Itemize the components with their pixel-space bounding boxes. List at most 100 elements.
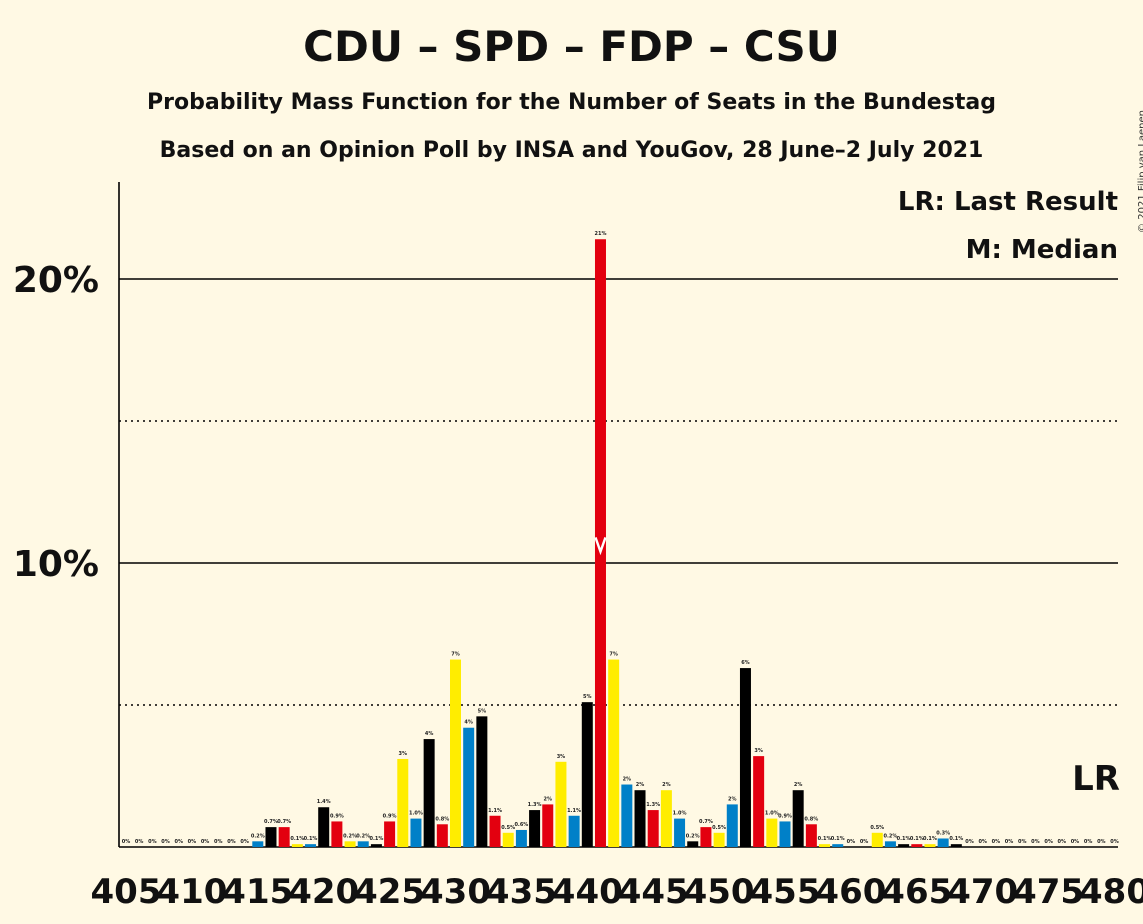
bar-value-label: 1.3% — [646, 802, 660, 808]
bar-value-label: 0% — [847, 839, 856, 845]
bar-value-label: 0.9% — [383, 813, 397, 819]
bar-seat-457 — [805, 824, 817, 847]
x-tick-label: 460 — [815, 872, 886, 912]
bar-seat-448 — [687, 841, 699, 847]
bar-value-label: 3% — [754, 748, 763, 754]
bar-seat-463 — [884, 841, 896, 847]
x-tick-label: 425 — [354, 872, 425, 912]
bar-value-label: 1.0% — [765, 811, 779, 817]
bar-seat-425 — [384, 821, 396, 847]
bar-seat-429 — [436, 824, 448, 847]
bar-value-label: 0.6% — [514, 822, 528, 828]
bar-value-label: 0% — [992, 839, 1001, 845]
bar-value-label: 0.3% — [936, 830, 950, 836]
bar-value-label: 21% — [594, 231, 606, 237]
chart-subtitle: Probability Mass Function for the Number… — [147, 90, 996, 115]
bar-value-label: 0.1% — [897, 836, 911, 842]
bar-seat-426 — [397, 758, 409, 847]
bar-value-label: 0% — [1005, 839, 1014, 845]
bar-seat-445 — [647, 810, 659, 847]
bar-value-label: 0.7% — [277, 819, 291, 825]
bar-seat-419 — [305, 844, 317, 847]
median-marker — [594, 537, 607, 556]
bar-value-label: 0% — [214, 839, 223, 845]
bar-seat-431 — [463, 727, 475, 847]
bar-value-label: 3% — [557, 754, 566, 760]
bar-value-label: 0% — [1097, 839, 1106, 845]
legend-last-result: LR: Last Result — [898, 187, 1118, 217]
chart-title: CDU – SPD – FDP – CSU — [303, 22, 840, 71]
bar-value-label: 0% — [978, 839, 987, 845]
x-tick-label: 445 — [618, 872, 689, 912]
legend-median: M: Median — [966, 235, 1118, 265]
bar-value-label: 0.1% — [369, 836, 383, 842]
x-tick-label: 480 — [1079, 872, 1143, 912]
bar-seat-467 — [937, 838, 949, 847]
bar-seat-458 — [819, 844, 831, 847]
bar-value-label: 3% — [399, 751, 408, 757]
bar-value-label: 0.1% — [831, 836, 845, 842]
bar-seat-442 — [608, 659, 620, 847]
bar-seat-427 — [410, 818, 422, 847]
bar-seat-438 — [555, 761, 567, 847]
bar-seat-435 — [515, 829, 527, 847]
bar-seat-417 — [278, 827, 290, 847]
bar-seat-453 — [753, 756, 765, 847]
x-tick-label: 450 — [684, 872, 755, 912]
y-tick-label: 10% — [13, 544, 99, 585]
bar-value-label: 0% — [1071, 839, 1080, 845]
bar-seat-434 — [502, 832, 514, 847]
bar-seat-421 — [331, 821, 343, 847]
bar-value-label: 0% — [1018, 839, 1027, 845]
bar-value-label: 0% — [148, 839, 157, 845]
bar-seat-451 — [726, 804, 738, 847]
bar-value-label: 0.1% — [818, 836, 832, 842]
bar-seat-441 — [594, 239, 606, 848]
x-tick-label: 405 — [91, 872, 162, 912]
bar-value-label: 0% — [161, 839, 170, 845]
bar-seat-455 — [779, 821, 791, 847]
last-result-marker: LR — [1072, 759, 1120, 799]
bar-seat-432 — [476, 716, 488, 847]
bar-value-label: 0% — [188, 839, 197, 845]
bar-value-label: 4% — [425, 731, 434, 737]
bar-value-label: 0.8% — [804, 816, 818, 822]
bar-value-label: 2% — [728, 796, 737, 802]
bar-value-label: 1.1% — [567, 808, 581, 814]
bar-seat-443 — [621, 784, 633, 847]
x-tick-label: 420 — [288, 872, 359, 912]
bar-value-label: 4% — [464, 720, 473, 726]
bar-seat-450 — [713, 832, 725, 847]
bar-value-label: 0% — [1031, 839, 1040, 845]
y-tick-label: 20% — [13, 260, 99, 301]
bar-value-label: 2% — [544, 796, 553, 802]
bar-value-label: 0% — [122, 839, 131, 845]
bar-seat-422 — [344, 841, 356, 847]
bar-value-label: 5% — [478, 708, 487, 714]
bar-value-label: 1.4% — [317, 799, 331, 805]
bar-value-label: 0.8% — [435, 816, 449, 822]
bar-seat-440 — [581, 702, 593, 847]
bar-seat-459 — [832, 844, 844, 847]
bar-seat-462 — [871, 832, 883, 847]
bar-seat-456 — [792, 790, 804, 847]
bar-value-label: 0% — [174, 839, 183, 845]
x-tick-label: 470 — [947, 872, 1018, 912]
bar-value-label: 0.5% — [712, 825, 726, 831]
bar-seat-447 — [674, 818, 686, 847]
bar-value-label: 1.0% — [673, 811, 687, 817]
bar-seat-423 — [357, 841, 369, 847]
bar-value-label: 2% — [662, 782, 671, 788]
bar-value-label: 0% — [860, 839, 869, 845]
bar-seat-452 — [739, 668, 751, 847]
bar-value-label: 1.3% — [528, 802, 542, 808]
bar-seat-446 — [660, 790, 672, 847]
bar-value-label: 1.0% — [409, 811, 423, 817]
bar-seat-428 — [423, 739, 435, 847]
bar-value-label: 0.9% — [778, 813, 792, 819]
bar-seat-424 — [370, 844, 382, 847]
bar-value-label: 0.2% — [343, 833, 357, 839]
bar-value-label: 0% — [965, 839, 974, 845]
x-tick-label: 440 — [552, 872, 623, 912]
